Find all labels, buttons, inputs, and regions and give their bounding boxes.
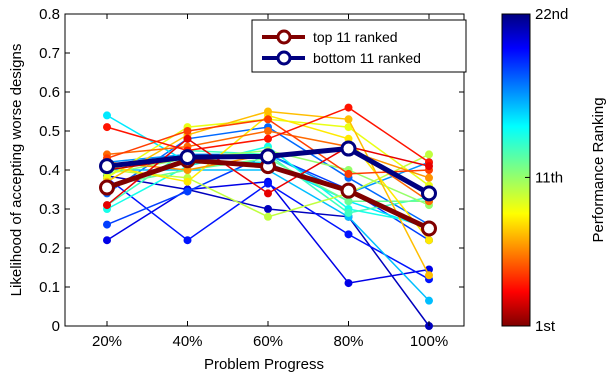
y-tick-label: 0.8	[39, 6, 60, 23]
rank-point-11	[344, 197, 353, 206]
rank-point-15	[425, 236, 433, 245]
legend-label-bottom: bottom 11 ranked	[313, 50, 421, 66]
rank-point-19	[264, 115, 272, 124]
y-tick-label: 0.6	[39, 84, 60, 101]
rank-point-17	[425, 173, 433, 182]
rank-point-16	[425, 271, 433, 280]
bottom-11-point	[340, 140, 357, 157]
rank-point-4	[183, 187, 192, 196]
bottom-11-point	[260, 148, 276, 165]
legend-marker-top	[276, 29, 292, 45]
y-tick-label: 0	[52, 318, 60, 335]
rank-point-16	[264, 107, 272, 116]
rank-point-3	[183, 236, 192, 245]
colorbar-tick-label: 1st	[535, 318, 556, 335]
rank-point-21	[103, 201, 111, 210]
x-axis-ticks: 20% 40% 60% 80% 100%	[92, 14, 448, 350]
mean-series-group	[99, 140, 437, 237]
rank-point-19	[344, 169, 353, 178]
rank-point-2	[344, 279, 353, 288]
rank-point-10	[344, 208, 353, 217]
rank-point-20	[103, 123, 111, 132]
top-11-point	[421, 220, 437, 237]
rank-point-18	[264, 127, 272, 135]
colorbar: 1st 11th 22nd Performance Ranking	[501, 6, 607, 335]
rank-point-21	[183, 134, 192, 143]
colorbar-label: Performance Ranking	[590, 97, 607, 242]
x-axis-label: Problem Progress	[204, 356, 324, 373]
top-11-point	[340, 182, 357, 199]
rank-point-21	[425, 162, 433, 171]
rank-point-20	[344, 103, 353, 112]
legend-label-top: top 11 ranked	[313, 29, 398, 45]
y-tick-label: 0.4	[39, 162, 60, 179]
legend-marker-bottom	[276, 50, 292, 66]
rank-point-3	[344, 230, 353, 239]
y-tick-label: 0.7	[39, 45, 60, 62]
bottom-11-point	[421, 185, 437, 202]
y-tick-label: 0.2	[39, 240, 60, 257]
bottom-11-point	[179, 149, 196, 166]
rank-point-8	[103, 111, 111, 120]
x-tick-label: 60%	[253, 333, 283, 350]
rank-point-20	[264, 134, 272, 143]
rank-point-2	[103, 236, 111, 245]
top-11-point	[99, 179, 115, 196]
rank-point-19	[183, 127, 192, 135]
rank-point-15	[183, 177, 192, 186]
colorbar-ticks: 1st 11th 22nd	[525, 6, 568, 335]
y-tick-label: 0.1	[39, 279, 60, 296]
x-tick-label: 100%	[410, 333, 448, 350]
rank-point-16	[344, 115, 353, 124]
rank-point-21	[264, 189, 272, 198]
bottom-11-point	[99, 158, 115, 175]
rank-point-13	[425, 150, 433, 159]
rank-point-13	[264, 212, 272, 221]
y-tick-label: 0.3	[39, 201, 60, 218]
x-tick-label: 20%	[92, 333, 122, 350]
legend: top 11 ranked bottom 11 ranked	[251, 19, 467, 73]
colorbar-gradient	[501, 13, 531, 327]
rank-point-3	[264, 179, 272, 188]
rank-point-4	[103, 220, 111, 229]
rank-point-7	[425, 296, 433, 305]
rank-point-1	[264, 205, 272, 213]
y-tick-label: 0.5	[39, 123, 60, 140]
x-tick-label: 80%	[333, 333, 363, 350]
colorbar-tick-label: 22nd	[535, 6, 568, 23]
y-axis-label: Likelihood of accepting worse designs	[8, 44, 25, 297]
colorbar-tick-label: 11th	[535, 169, 563, 186]
x-tick-label: 40%	[172, 333, 202, 350]
